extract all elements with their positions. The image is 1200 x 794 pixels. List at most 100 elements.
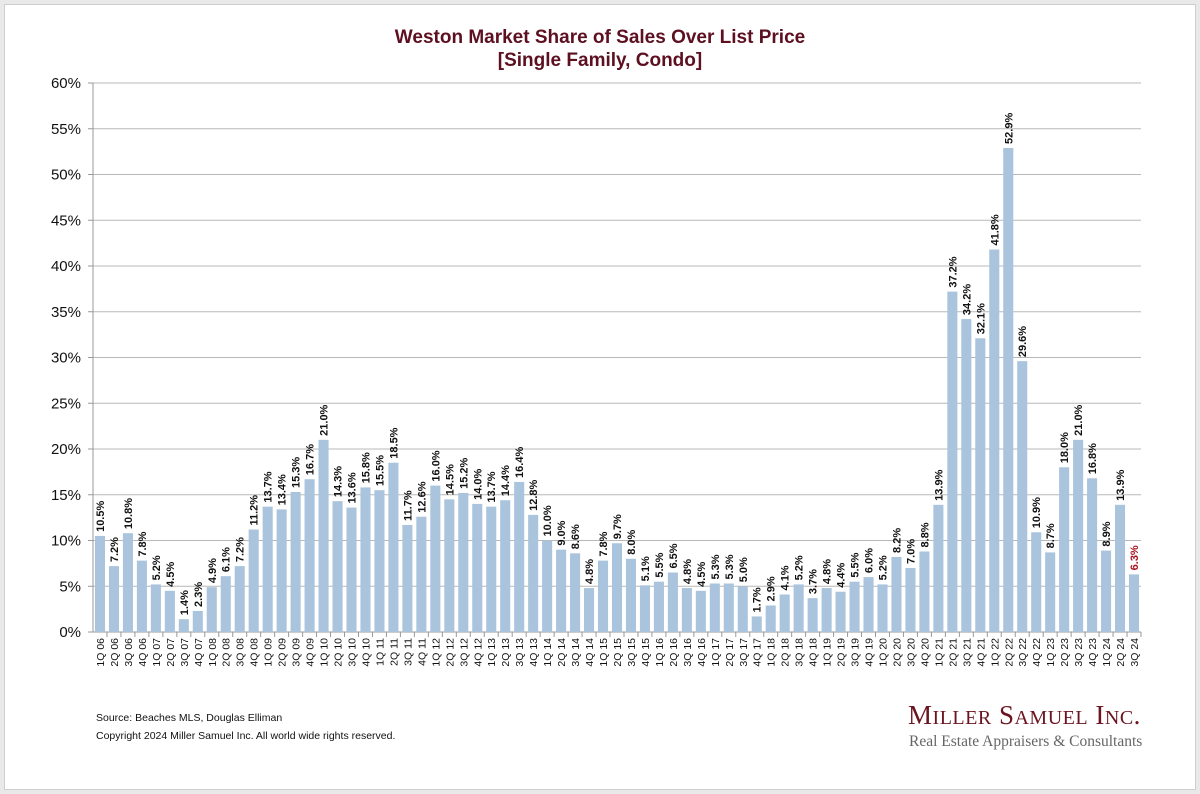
x-tick-label: 1Q 18 xyxy=(766,638,778,667)
data-label: 4.8% xyxy=(682,559,694,584)
data-label: 15.3% xyxy=(291,457,303,488)
bar xyxy=(220,576,231,632)
bar xyxy=(751,616,762,632)
y-tick-label: 0% xyxy=(59,624,81,641)
x-tick-label: 4Q 11 xyxy=(416,638,428,666)
data-label: 10.5% xyxy=(95,501,107,532)
bar xyxy=(444,499,455,632)
bar xyxy=(835,591,846,632)
data-label: 8.7% xyxy=(1045,523,1057,548)
x-tick-label: 3Q 19 xyxy=(850,638,862,667)
bar xyxy=(863,577,874,632)
x-tick-label: 4Q 18 xyxy=(808,638,820,667)
copyright-note: Copyright 2024 Miller Samuel Inc. All wo… xyxy=(96,730,396,742)
x-tick-label: 2Q 16 xyxy=(668,638,680,667)
data-label: 7.0% xyxy=(905,539,917,564)
y-tick-label: 10% xyxy=(51,533,81,550)
data-label: 5.2% xyxy=(794,555,806,580)
data-label: 18.5% xyxy=(388,427,400,458)
chart-title: Weston Market Share of Sales Over List P… xyxy=(394,27,806,48)
x-tick-label: 3Q 12 xyxy=(458,638,470,667)
bar xyxy=(1073,439,1084,632)
x-tick-label: 2Q 17 xyxy=(724,638,736,667)
bar xyxy=(1045,552,1056,632)
x-tick-label: 1Q 23 xyxy=(1045,638,1057,667)
data-label: 5.3% xyxy=(724,554,736,579)
bar xyxy=(611,543,623,632)
data-label: 52.9% xyxy=(1003,113,1015,144)
data-label: 10.0% xyxy=(542,505,554,536)
x-tick-label: 4Q 12 xyxy=(472,638,484,667)
data-label: 7.2% xyxy=(235,537,247,562)
data-label: 13.9% xyxy=(933,469,945,500)
data-label: 8.6% xyxy=(570,524,582,549)
x-tick-label: 2Q 20 xyxy=(891,638,903,667)
bar xyxy=(877,584,888,632)
x-tick-label: 1Q 19 xyxy=(822,638,834,667)
data-label: 5.5% xyxy=(654,552,666,577)
bar xyxy=(164,590,175,632)
data-label: 4.5% xyxy=(696,562,708,587)
x-tick-label: 2Q 08 xyxy=(221,638,233,667)
x-tick-label: 4Q 10 xyxy=(360,638,372,667)
x-tick-label: 1Q 24 xyxy=(1101,638,1113,667)
data-label: 16.7% xyxy=(305,444,317,475)
data-label: 13.7% xyxy=(263,471,275,502)
x-tick-label: 2Q 11 xyxy=(388,638,400,666)
bar xyxy=(919,551,930,632)
x-tick-label: 3Q 16 xyxy=(682,638,694,667)
data-label: 21.0% xyxy=(319,404,331,435)
data-label: 9.0% xyxy=(556,520,568,545)
data-label: 14.4% xyxy=(500,465,512,496)
bar xyxy=(262,506,273,632)
bar xyxy=(891,556,902,632)
bar xyxy=(122,533,133,632)
data-label: 34.2% xyxy=(961,284,973,315)
y-tick-label: 5% xyxy=(59,578,81,595)
bar xyxy=(849,581,860,632)
x-tick-label: 1Q 11 xyxy=(374,638,386,666)
bar xyxy=(108,566,119,632)
chart-title-block: Weston Market Share of Sales Over List P… xyxy=(0,26,1200,72)
data-label: 15.8% xyxy=(360,452,372,483)
bar xyxy=(807,598,818,632)
data-label: 15.2% xyxy=(458,458,470,489)
x-tick-label: 3Q 11 xyxy=(402,638,414,666)
x-tick-label: 3Q 22 xyxy=(1017,638,1029,667)
data-label: 3.7% xyxy=(808,569,820,594)
source-note: Source: Beaches MLS, Douglas Elliman xyxy=(96,712,283,724)
bar xyxy=(318,439,329,632)
x-tick-label: 2Q 24 xyxy=(1115,638,1127,667)
x-tick-label: 1Q 20 xyxy=(877,638,889,667)
x-tick-label: 3Q 21 xyxy=(961,638,973,667)
x-axis-ticks: 1Q 06 2Q 06 3Q 06 4Q 06 1Q 07 2Q 07 3Q 07 4Q 07… xyxy=(95,632,1142,667)
data-label: 14.3% xyxy=(333,466,345,497)
x-tick-label: 3Q 09 xyxy=(291,638,303,667)
data-label: 13.6% xyxy=(347,472,359,503)
x-tick-label: 2Q 19 xyxy=(836,638,848,667)
x-tick-label: 1Q 16 xyxy=(654,638,666,667)
x-tick-label: 1Q 10 xyxy=(319,638,331,667)
data-label: 10.8% xyxy=(123,498,135,529)
x-tick-label: 4Q 08 xyxy=(249,638,261,667)
x-tick-label: 4Q 16 xyxy=(696,638,708,667)
data-label: 7.8% xyxy=(598,531,610,556)
data-label: 32.1% xyxy=(975,303,987,334)
bar xyxy=(1128,574,1140,632)
data-label: 13.9% xyxy=(1115,469,1127,500)
bar xyxy=(1059,467,1070,632)
data-label: 6.0% xyxy=(864,548,876,573)
bar xyxy=(821,588,832,632)
bar xyxy=(416,516,427,632)
data-label: 5.2% xyxy=(877,555,889,580)
data-label: 5.2% xyxy=(151,555,163,580)
data-label: 1.7% xyxy=(752,587,764,612)
x-tick-label: 1Q 08 xyxy=(207,638,219,667)
x-tick-label: 4Q 13 xyxy=(528,638,540,667)
x-tick-label: 2Q 18 xyxy=(780,638,792,667)
data-label: 5.5% xyxy=(850,552,862,577)
bar xyxy=(1101,550,1112,632)
bar xyxy=(1087,478,1098,632)
data-label: 11.2% xyxy=(249,495,261,526)
